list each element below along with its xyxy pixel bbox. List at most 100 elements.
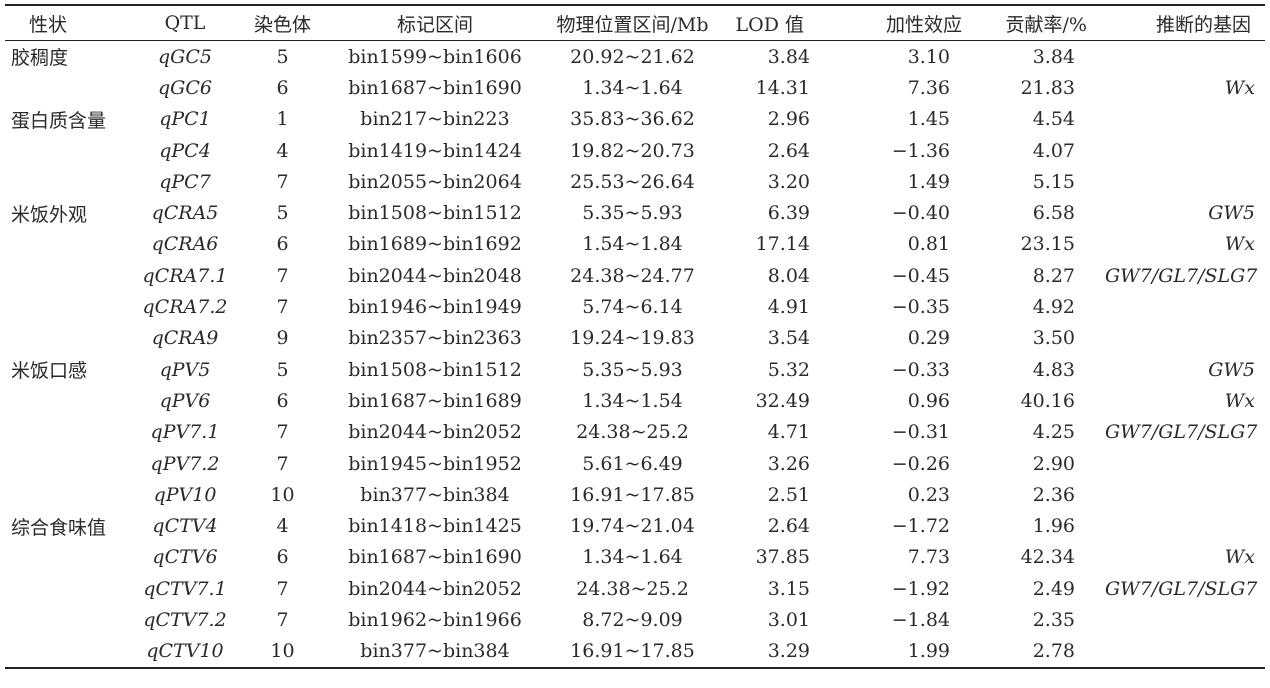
trait-cell	[5, 229, 135, 260]
marker-interval-cell: bin2044~bin2048	[348, 264, 522, 287]
trait-cell	[5, 72, 135, 103]
chromosome-cell: 7	[276, 170, 289, 193]
lod-cell: 2.51	[767, 483, 810, 506]
candidate-gene-cell: GW7/GL7/SLG7	[1105, 577, 1258, 600]
additive-effect-cell: 7.36	[907, 76, 950, 99]
physical-position-cell: 19.74~21.04	[570, 515, 695, 538]
table-row: qPV6 6 bin1687~bin1689 1.34~1.54 32.49 0.96 40…	[5, 385, 1265, 416]
additive-effect-cell: 7.73	[907, 546, 950, 569]
candidate-gene-cell: Wx	[1224, 76, 1255, 99]
table-header: 性状 QTL 染色体 标记区间 物理位置区间/Mb LOD 值 加性效应 贡献率…	[5, 5, 1265, 41]
qtl-cell: qPV10	[153, 483, 217, 506]
additive-effect-cell: −1.92	[891, 577, 950, 600]
candidate-gene-cell: GW5	[1208, 358, 1255, 381]
lod-cell: 4.71	[767, 421, 810, 444]
trait-cell: 胶稠度	[11, 47, 69, 70]
qtl-cell: qPV7.2	[150, 452, 220, 475]
contribution-cell: 4.25	[1032, 421, 1075, 444]
additive-effect-cell: 3.10	[907, 45, 950, 68]
contribution-cell: 2.90	[1032, 452, 1075, 475]
candidate-gene-cell	[1105, 135, 1265, 166]
additive-effect-cell: 0.96	[907, 389, 950, 412]
qtl-cell: qGC5	[158, 45, 212, 68]
physical-position-cell: 25.53~26.64	[570, 170, 695, 193]
physical-position-cell: 5.61~6.49	[582, 452, 683, 475]
physical-position-cell: 1.34~1.54	[582, 389, 683, 412]
physical-position-cell: 19.82~20.73	[570, 139, 695, 162]
qtl-cell: qGC6	[158, 76, 212, 99]
qtl-cell: qCRA6	[151, 233, 219, 256]
contribution-cell: 4.92	[1032, 296, 1075, 319]
trait-cell	[5, 573, 135, 604]
additive-effect-cell: −0.35	[891, 296, 950, 319]
candidate-gene-cell: GW7/GL7/SLG7	[1105, 264, 1258, 287]
contribution-cell: 2.78	[1032, 640, 1075, 663]
trait-cell	[5, 135, 135, 166]
candidate-gene-cell	[1105, 104, 1265, 135]
physical-position-cell: 5.35~5.93	[582, 202, 683, 225]
contribution-cell: 4.54	[1032, 108, 1075, 131]
table-row: 蛋白质含量 qPC1 1 bin217~bin223 35.83~36.62 2.96 1.…	[5, 104, 1265, 135]
trait-cell: 米饭口感	[11, 360, 88, 383]
qtl-cell: qPC4	[159, 139, 211, 162]
table-row: 综合食味值 qCTV4 4 bin1418~bin1425 19.74~21.04 2.6…	[5, 510, 1265, 541]
lod-cell: 17.14	[755, 233, 810, 256]
qtl-table: 性状 QTL 染色体 标记区间 物理位置区间/Mb LOD 值 加性效应 贡献率…	[5, 4, 1265, 669]
qtl-cell: qCRA5	[151, 202, 219, 225]
marker-interval-cell: bin377~bin384	[360, 640, 510, 663]
contribution-cell: 3.84	[1032, 45, 1075, 68]
additive-effect-cell: −0.45	[891, 264, 950, 287]
chromosome-cell: 7	[276, 452, 289, 475]
chromosome-cell: 4	[276, 139, 289, 162]
lod-cell: 3.26	[767, 452, 810, 475]
chromosome-cell: 5	[276, 202, 289, 225]
physical-position-cell: 20.92~21.62	[570, 45, 695, 68]
lod-cell: 3.54	[767, 327, 810, 350]
candidate-gene-cell: GW5	[1208, 202, 1255, 225]
contribution-cell: 2.49	[1032, 577, 1075, 600]
lod-cell: 2.96	[767, 108, 810, 131]
qtl-table-container: 性状 QTL 染色体 标记区间 物理位置区间/Mb LOD 值 加性效应 贡献率…	[5, 4, 1265, 669]
qtl-cell: qPC1	[159, 108, 211, 131]
table-row: qPV7.2 7 bin1945~bin1952 5.61~6.49 3.26 −0.26…	[5, 448, 1265, 479]
qtl-cell: qPC7	[159, 170, 211, 193]
marker-interval-cell: bin1687~bin1690	[348, 76, 522, 99]
contribution-cell: 6.58	[1032, 202, 1075, 225]
physical-position-cell: 8.72~9.09	[582, 608, 683, 631]
chromosome-cell: 6	[276, 233, 289, 256]
trait-cell	[5, 417, 135, 448]
physical-position-cell: 24.38~24.77	[570, 264, 695, 287]
contribution-cell: 1.96	[1032, 515, 1075, 538]
lod-cell: 32.49	[755, 389, 810, 412]
marker-interval-cell: bin2357~bin2363	[348, 327, 522, 350]
contribution-cell: 8.27	[1032, 264, 1075, 287]
physical-position-cell: 19.24~19.83	[570, 327, 695, 350]
candidate-gene-cell	[1105, 510, 1265, 541]
qtl-cell: qCRA7.2	[142, 296, 228, 319]
trait-cell	[5, 385, 135, 416]
table-row: qCRA7.2 7 bin1946~bin1949 5.74~6.14 4.91 −0.3…	[5, 291, 1265, 322]
table-row: qCTV10 10 bin377~bin384 16.91~17.85 3.29 1.99…	[5, 636, 1265, 668]
marker-interval-cell: bin2044~bin2052	[348, 577, 522, 600]
table-row: qCRA7.1 7 bin2044~bin2048 24.38~24.77 8.04 −0…	[5, 260, 1265, 291]
additive-effect-cell: 1.49	[907, 170, 950, 193]
additive-effect-cell: −1.36	[891, 139, 950, 162]
contribution-cell: 42.34	[1020, 546, 1075, 569]
table-row: qCTV7.1 7 bin2044~bin2052 24.38~25.2 3.15 −1.…	[5, 573, 1265, 604]
header-trait: 性状	[29, 13, 68, 36]
trait-cell	[5, 448, 135, 479]
physical-position-cell: 1.34~1.64	[582, 546, 683, 569]
lod-cell: 3.29	[767, 640, 810, 663]
header-physical-position: 物理位置区间/Mb	[556, 13, 709, 36]
lod-cell: 3.01	[767, 608, 810, 631]
additive-effect-cell: −0.31	[891, 421, 950, 444]
additive-effect-cell: 0.29	[907, 327, 950, 350]
table-row: qPC4 4 bin1419~bin1424 19.82~20.73 2.64 −1.36…	[5, 135, 1265, 166]
candidate-gene-cell: Wx	[1224, 233, 1255, 256]
qtl-cell: qCTV7.2	[143, 608, 227, 631]
chromosome-cell: 7	[276, 421, 289, 444]
trait-cell: 米饭外观	[11, 203, 88, 226]
physical-position-cell: 24.38~25.2	[576, 421, 689, 444]
chromosome-cell: 6	[276, 546, 289, 569]
chromosome-cell: 6	[276, 76, 289, 99]
